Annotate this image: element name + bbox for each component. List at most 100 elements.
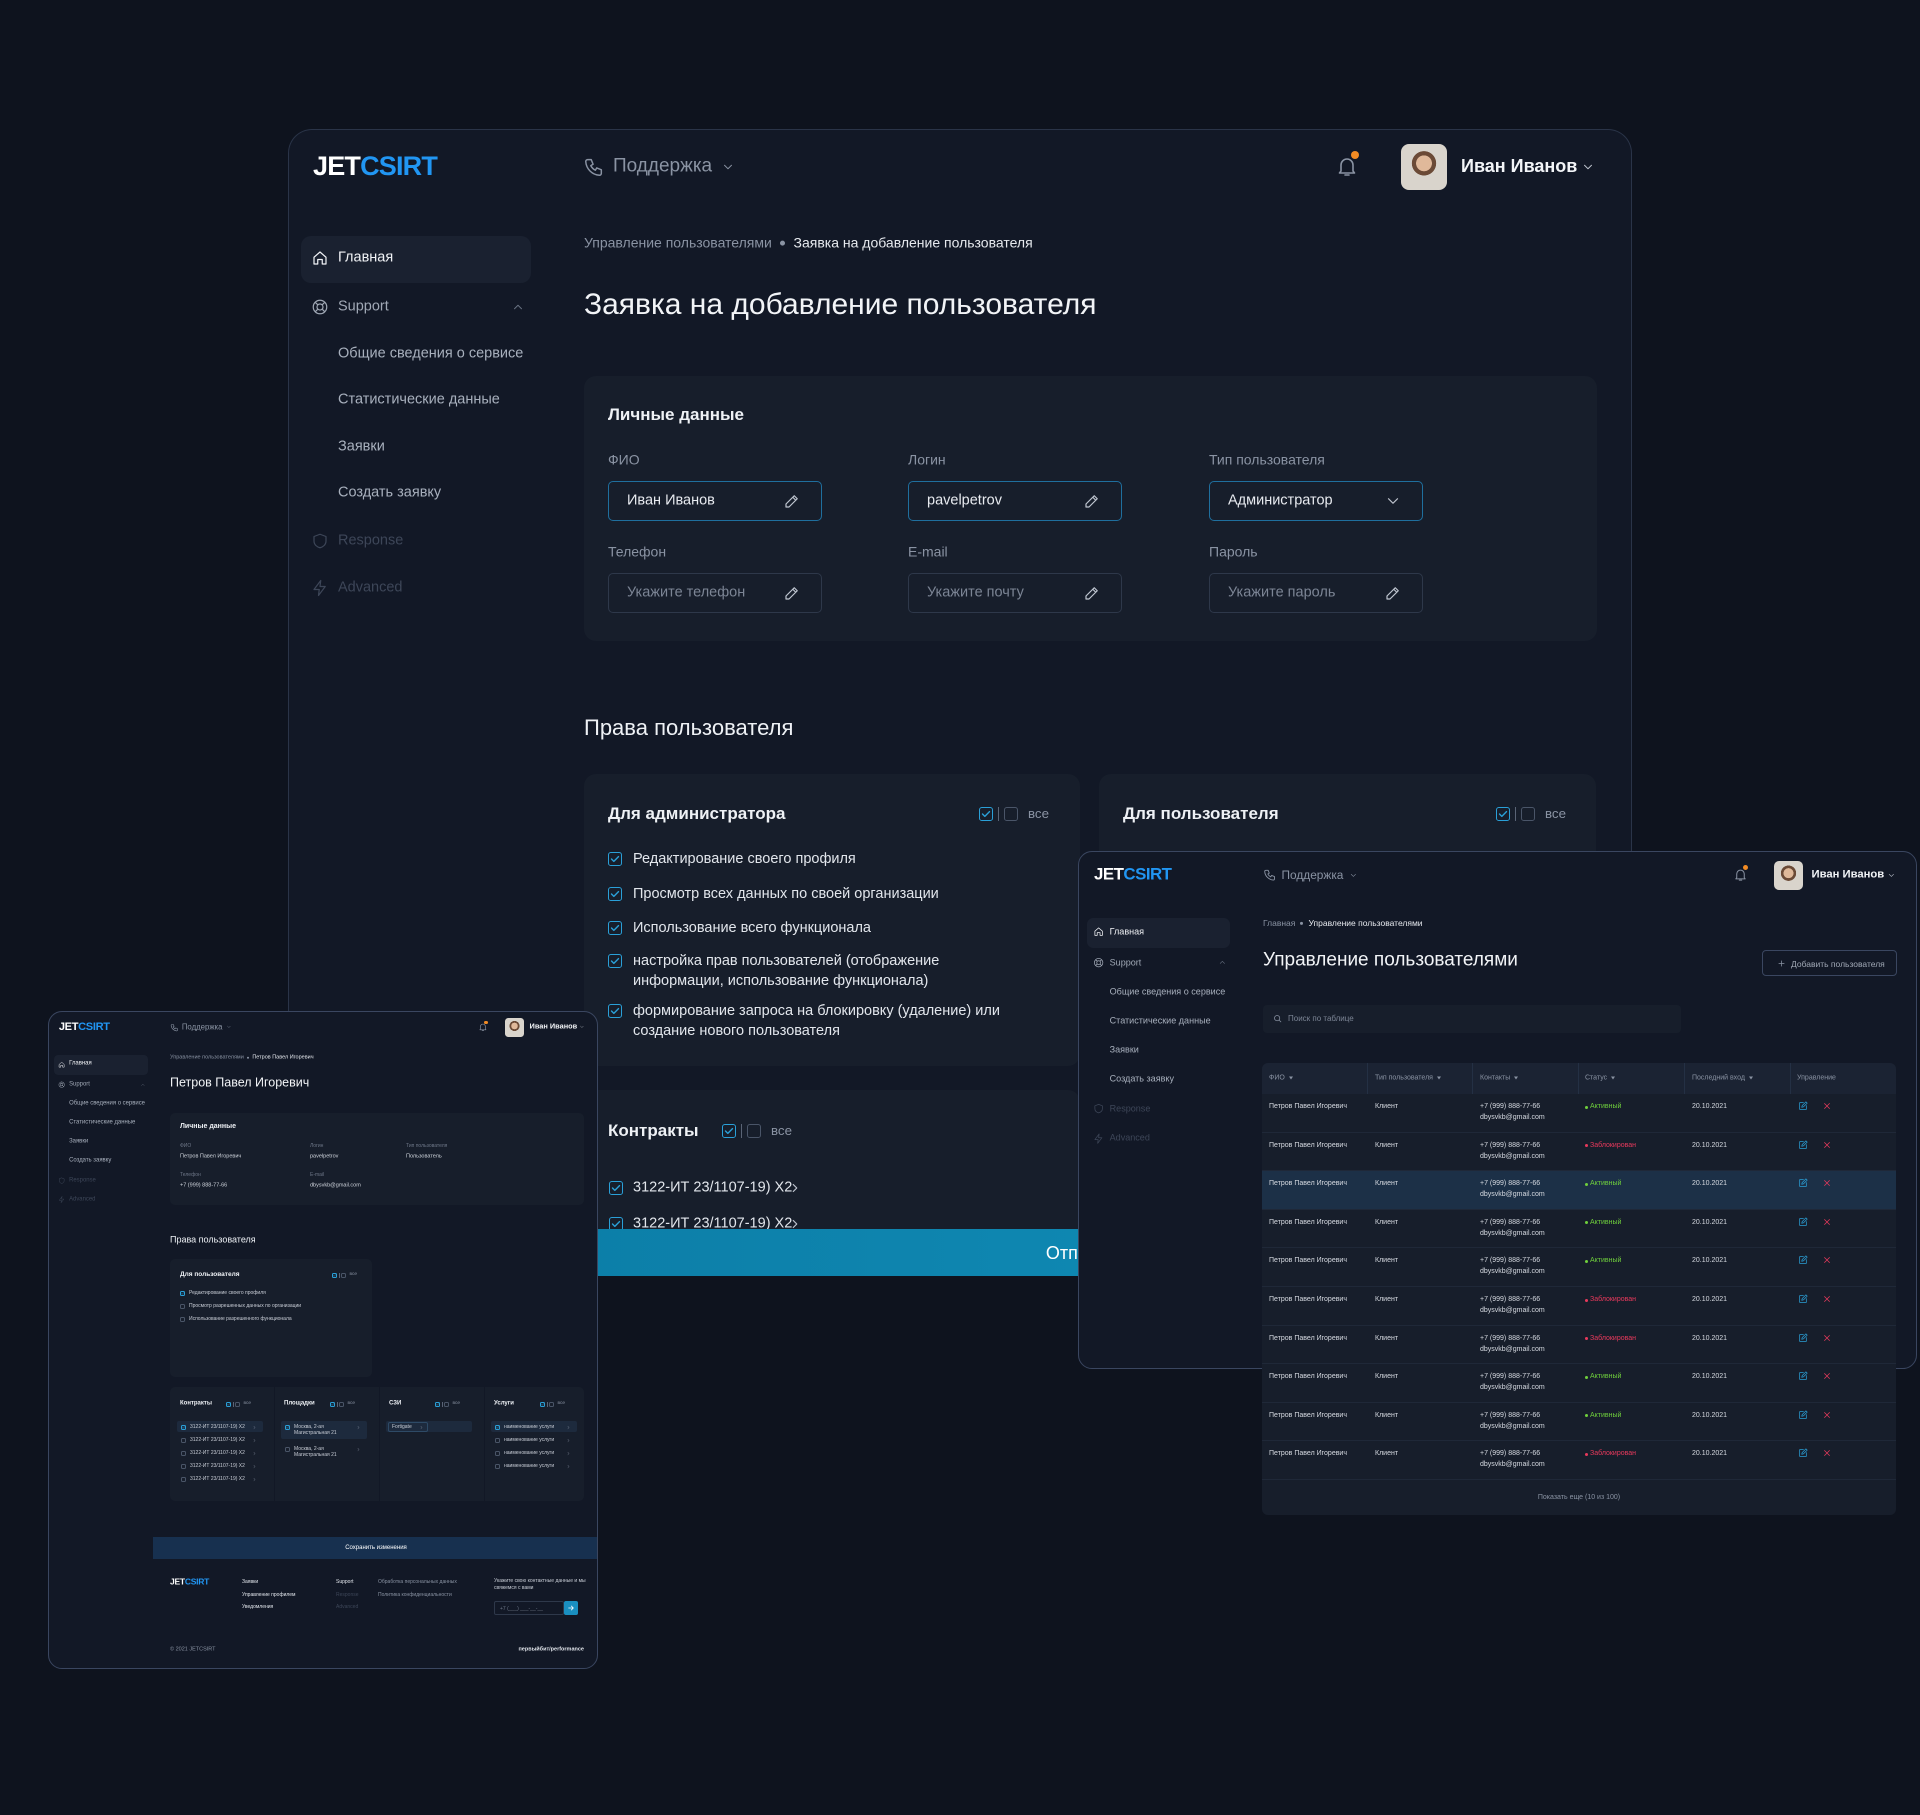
- checkbox[interactable]: [608, 852, 622, 866]
- save-button[interactable]: Сохранить изменения: [345, 1545, 407, 1551]
- sidebar-item[interactable]: Создать заявку: [69, 1157, 112, 1164]
- sidebar-item[interactable]: Общие сведения о сервисе: [338, 345, 524, 362]
- checkbox[interactable]: [608, 921, 622, 935]
- sidebar-item[interactable]: Support: [1109, 957, 1142, 968]
- checkbox[interactable]: [608, 887, 622, 901]
- sidebar-item[interactable]: Заявки: [69, 1138, 89, 1145]
- column-header[interactable]: ФИО: [1269, 1075, 1293, 1082]
- access-item[interactable]: Москва, 2-ая Магистральная 21: [294, 1423, 337, 1436]
- checkbox[interactable]: [444, 1401, 449, 1407]
- footer-link[interactable]: Уведомления: [242, 1604, 274, 1610]
- column-header[interactable]: Тип пользователя: [1375, 1075, 1441, 1082]
- footer-link[interactable]: Политика конфиденциальности: [378, 1591, 452, 1598]
- checkbox[interactable]: [495, 1463, 500, 1469]
- checkbox[interactable]: [549, 1401, 554, 1407]
- table-row[interactable]: Петров Павел Игоревич Клиент +7 (999) 888-…: [1262, 1171, 1896, 1210]
- checkbox[interactable]: [235, 1401, 240, 1407]
- table-row[interactable]: Петров Павел Игоревич Клиент +7 (999) 888-…: [1262, 1326, 1896, 1365]
- input[interactable]: Укажите почту: [908, 573, 1122, 613]
- support-menu[interactable]: Поддержка: [613, 155, 713, 177]
- checkbox[interactable]: [1521, 807, 1536, 821]
- checkbox[interactable]: [435, 1401, 440, 1407]
- checkbox[interactable]: [285, 1446, 290, 1452]
- sidebar-item[interactable]: Общие сведения о сервисе: [69, 1100, 145, 1107]
- sidebar-item[interactable]: Support: [338, 298, 389, 315]
- checkbox[interactable]: [495, 1450, 500, 1456]
- sidebar-item[interactable]: Статистические данные: [338, 391, 500, 408]
- breadcrumb-item[interactable]: Управление пользователями: [170, 1054, 244, 1061]
- add-user-button[interactable]: Добавить пользователя: [1762, 950, 1897, 976]
- checkbox[interactable]: [332, 1272, 337, 1278]
- column-header[interactable]: Статус: [1585, 1075, 1616, 1082]
- user-name[interactable]: Иван Иванов: [1811, 868, 1885, 881]
- checkbox[interactable]: [608, 1004, 622, 1018]
- checkbox[interactable]: [540, 1401, 545, 1407]
- sidebar-item[interactable]: Главная: [338, 249, 394, 266]
- input[interactable]: Укажите телефон: [608, 573, 822, 613]
- sidebar-item[interactable]: Создать заявку: [1109, 1073, 1174, 1084]
- access-item[interactable]: Fortigate: [392, 1423, 412, 1430]
- checkbox[interactable]: [341, 1272, 346, 1278]
- sidebar-item[interactable]: Заявки: [1109, 1044, 1139, 1055]
- table-row[interactable]: Петров Павел Игоревич Клиент +7 (999) 888-…: [1262, 1287, 1896, 1326]
- access-item[interactable]: 3122-ИТ 23/1107-19) X2: [190, 1475, 245, 1482]
- contract-item[interactable]: 3122-ИТ 23/1107-19) X2: [633, 1179, 793, 1196]
- checkbox[interactable]: [1004, 807, 1019, 821]
- checkbox[interactable]: [181, 1463, 186, 1469]
- access-item[interactable]: наименование услуги: [504, 1436, 555, 1443]
- footer-link[interactable]: Управление профилем: [242, 1591, 296, 1598]
- sidebar-item[interactable]: Общие сведения о сервисе: [1109, 986, 1226, 997]
- user-name[interactable]: Иван Иванов: [1461, 156, 1578, 177]
- checkbox[interactable]: [180, 1316, 185, 1322]
- table-row[interactable]: Петров Павел Игоревич Клиент +7 (999) 888-…: [1262, 1094, 1896, 1133]
- checkbox[interactable]: [979, 807, 993, 821]
- table-row[interactable]: Петров Павел Игоревич Клиент +7 (999) 888-…: [1262, 1133, 1896, 1172]
- send-button[interactable]: [564, 1601, 578, 1615]
- input[interactable]: pavelpetrov: [908, 481, 1122, 521]
- sidebar-item[interactable]: Главная: [69, 1060, 92, 1067]
- support-menu[interactable]: Поддержка: [181, 1022, 223, 1032]
- sidebar-item[interactable]: Support: [69, 1081, 90, 1087]
- sidebar-item[interactable]: Заявки: [338, 438, 385, 455]
- input[interactable]: Иван Иванов: [608, 481, 822, 521]
- access-item[interactable]: 3122-ИТ 23/1107-19) X2: [190, 1462, 245, 1469]
- checkbox[interactable]: [609, 1181, 623, 1195]
- sidebar-item[interactable]: Response: [338, 532, 404, 549]
- user-name[interactable]: Иван Иванов: [529, 1021, 578, 1031]
- checkbox[interactable]: [608, 954, 622, 968]
- checkbox[interactable]: [747, 1124, 762, 1138]
- table-row[interactable]: Петров Павел Игоревич Клиент +7 (999) 888-…: [1262, 1403, 1896, 1442]
- access-item[interactable]: наименование услуги: [504, 1462, 555, 1469]
- column-header[interactable]: Последний вход: [1692, 1075, 1753, 1082]
- table-row[interactable]: Петров Павел Игоревич Клиент +7 (999) 888-…: [1262, 1364, 1896, 1403]
- sidebar-item[interactable]: Response: [69, 1176, 96, 1183]
- search-input[interactable]: Поиск по таблице: [1263, 1005, 1681, 1033]
- checkbox[interactable]: [181, 1476, 186, 1482]
- sidebar-item[interactable]: Создать заявку: [338, 484, 442, 501]
- contract-item[interactable]: 3122-ИТ 23/1107-19) X2: [633, 1215, 793, 1232]
- access-item[interactable]: Москва, 2-ая Магистральная 21: [294, 1445, 337, 1458]
- checkbox[interactable]: [495, 1437, 500, 1443]
- checkbox[interactable]: [181, 1424, 186, 1430]
- input[interactable]: Администратор: [1209, 481, 1423, 521]
- sidebar-item[interactable]: Advanced: [1109, 1132, 1150, 1143]
- table-row[interactable]: Петров Павел Игоревич Клиент +7 (999) 888-…: [1262, 1248, 1896, 1287]
- checkbox[interactable]: [181, 1437, 186, 1443]
- sidebar-item[interactable]: Advanced: [338, 579, 403, 596]
- footer-link[interactable]: Обработка персональных данных: [378, 1579, 457, 1585]
- checkbox[interactable]: [226, 1401, 231, 1407]
- checkbox[interactable]: [330, 1401, 335, 1407]
- phone-input[interactable]: +7 (___) ___-__-__: [494, 1601, 564, 1615]
- sidebar-item[interactable]: Response: [1109, 1103, 1151, 1114]
- checkbox[interactable]: [339, 1401, 344, 1407]
- sidebar-item[interactable]: Статистические данные: [69, 1119, 136, 1126]
- checkbox[interactable]: [495, 1424, 500, 1430]
- table-row[interactable]: Петров Павел Игоревич Клиент +7 (999) 888-…: [1262, 1210, 1896, 1249]
- sidebar-item[interactable]: Главная: [1109, 926, 1145, 937]
- column-header[interactable]: Контакты: [1480, 1075, 1519, 1082]
- column-header[interactable]: Управление: [1797, 1075, 1836, 1082]
- checkbox[interactable]: [180, 1290, 185, 1296]
- show-more[interactable]: Показать еще (10 из 100): [1537, 1494, 1621, 1501]
- footer-link[interactable]: Response: [336, 1591, 359, 1598]
- access-item[interactable]: 3122-ИТ 23/1107-19) X2: [190, 1423, 245, 1430]
